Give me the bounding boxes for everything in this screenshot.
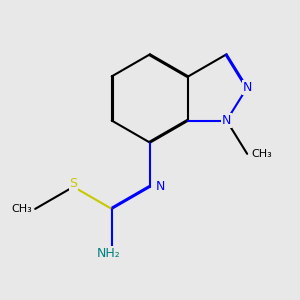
Text: N: N bbox=[222, 114, 231, 127]
Text: CH₃: CH₃ bbox=[11, 204, 32, 214]
Text: N: N bbox=[242, 81, 252, 94]
Text: N: N bbox=[156, 180, 165, 193]
Text: CH₃: CH₃ bbox=[252, 149, 272, 159]
Text: NH₂: NH₂ bbox=[97, 247, 121, 260]
Text: S: S bbox=[69, 177, 77, 190]
